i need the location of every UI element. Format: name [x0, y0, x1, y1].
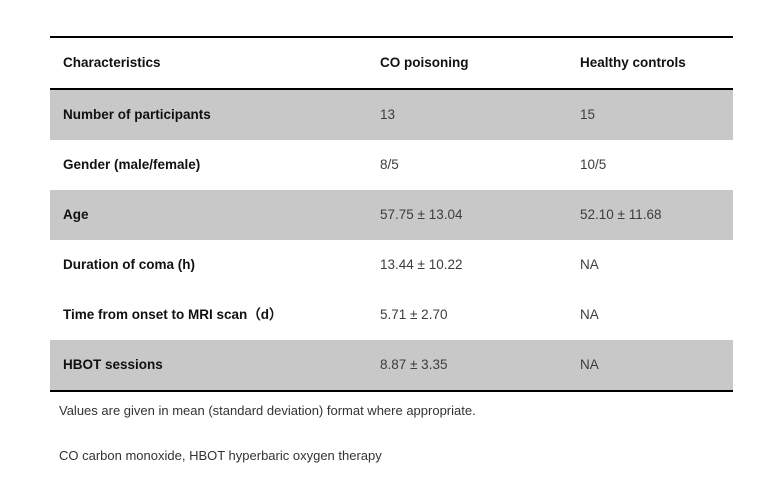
table-row: Time from onset to MRI scan（d） 5.71 ± 2.…	[50, 290, 733, 340]
healthy-controls-value: 15	[567, 89, 733, 140]
table-row: Gender (male/female) 8/5 10/5	[50, 140, 733, 190]
co-poisoning-value: 8/5	[367, 140, 567, 190]
healthy-controls-value: 52.10 ± 11.68	[567, 190, 733, 240]
co-poisoning-value: 13	[367, 89, 567, 140]
table-row: Age 57.75 ± 13.04 52.10 ± 11.68	[50, 190, 733, 240]
column-header-co-poisoning: CO poisoning	[367, 37, 567, 90]
row-label: Number of participants	[50, 89, 367, 140]
characteristics-table: Characteristics CO poisoning Healthy con…	[50, 36, 733, 392]
row-label: Duration of coma (h)	[50, 240, 367, 290]
table-row: HBOT sessions 8.87 ± 3.35 NA	[50, 340, 733, 391]
co-poisoning-value: 5.71 ± 2.70	[367, 290, 567, 340]
column-header-characteristics: Characteristics	[50, 37, 367, 90]
healthy-controls-value: 10/5	[567, 140, 733, 190]
row-label: Gender (male/female)	[50, 140, 367, 190]
row-label: Time from onset to MRI scan（d）	[50, 290, 367, 340]
row-label: Age	[50, 190, 367, 240]
footnote-abbreviations: CO carbon monoxide, HBOT hyperbaric oxyg…	[59, 447, 382, 463]
table-row: Duration of coma (h) 13.44 ± 10.22 NA	[50, 240, 733, 290]
table-row: Number of participants 13 15	[50, 89, 733, 140]
table-header-row: Characteristics CO poisoning Healthy con…	[50, 37, 733, 90]
row-label: HBOT sessions	[50, 340, 367, 391]
characteristics-table-container: Characteristics CO poisoning Healthy con…	[50, 36, 733, 392]
healthy-controls-value: NA	[567, 240, 733, 290]
co-poisoning-value: 8.87 ± 3.35	[367, 340, 567, 391]
healthy-controls-value: NA	[567, 340, 733, 391]
footnote-values-format: Values are given in mean (standard devia…	[59, 403, 476, 418]
co-poisoning-value: 57.75 ± 13.04	[367, 190, 567, 240]
column-header-healthy-controls: Healthy controls	[567, 37, 733, 90]
co-poisoning-value: 13.44 ± 10.22	[367, 240, 567, 290]
table-footnotes: Values are given in mean (standard devia…	[59, 403, 719, 492]
healthy-controls-value: NA	[567, 290, 733, 340]
